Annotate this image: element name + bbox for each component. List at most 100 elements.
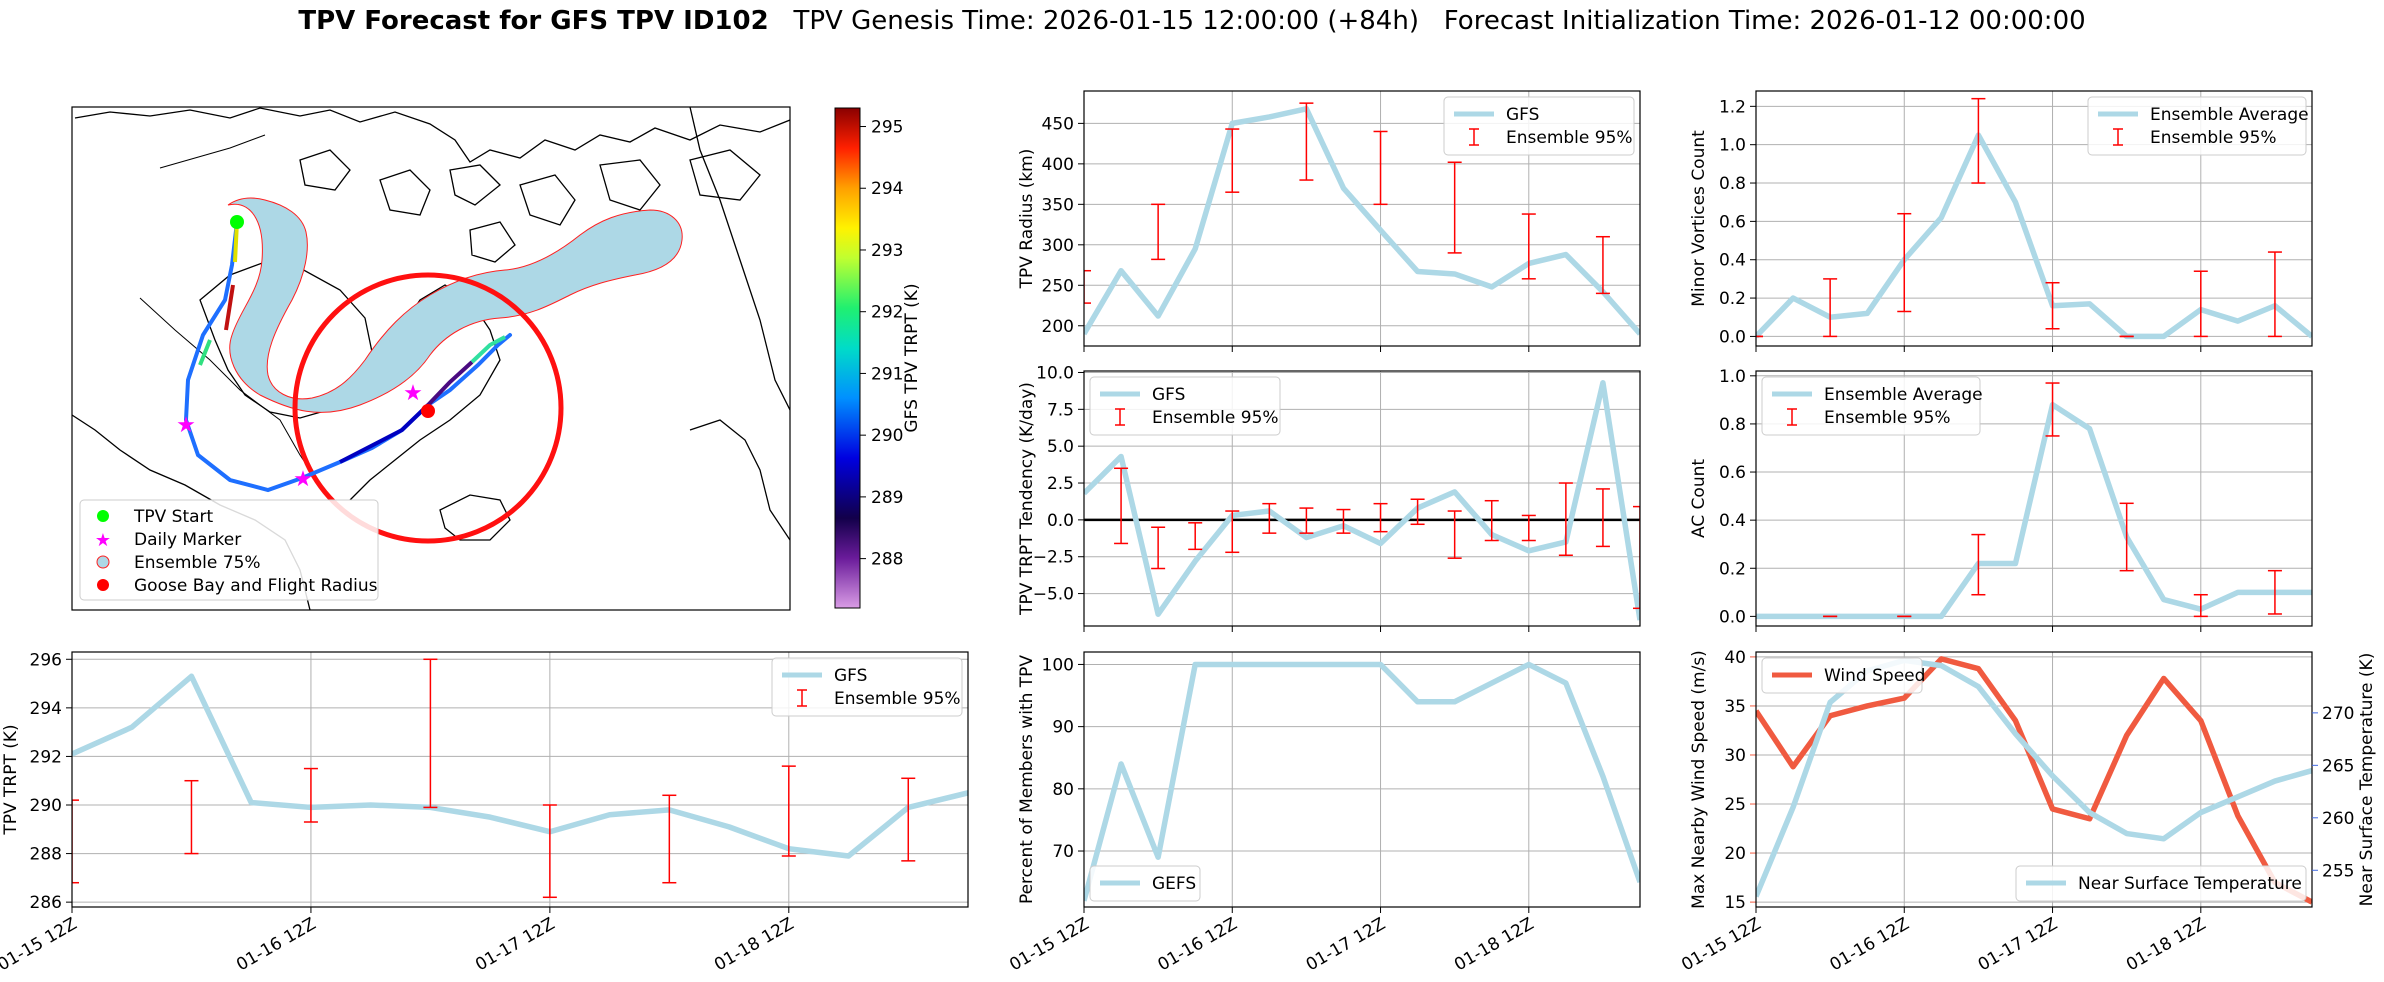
coastline-labrador [349, 284, 501, 501]
legend-daily-icon: ★ [95, 530, 111, 551]
colorbar-tick-label: 293 [871, 241, 903, 261]
ac-ytick-label: 0.0 [1719, 607, 1746, 627]
coastline-archipelago [299, 149, 761, 281]
map-legend-box [79, 499, 379, 601]
percent-legend-bl: GEFS [1089, 865, 1201, 902]
radius-plot-area [1084, 102, 1640, 336]
percent-plot-area [1084, 661, 1640, 902]
percent-frame [1083, 651, 1641, 908]
percent-ytick-label: 70 [1052, 842, 1074, 862]
wind-frame [1755, 651, 2313, 908]
radius-ytick-label: 200 [1042, 317, 1074, 337]
tendency-frame [1083, 370, 1641, 627]
coastline-europe [689, 419, 790, 541]
tendency-plot-area [1084, 380, 1640, 621]
radius-ylabel: TPV Radius (km) [1017, 149, 1037, 290]
tendency-ytick-label: −5.0 [1033, 585, 1074, 605]
wind-xtick-label: 01-17 12Z [1975, 914, 2061, 975]
ac-legend-box [1761, 376, 1981, 436]
radius-ytick-label: 250 [1042, 276, 1074, 296]
radius-legend-tr: GFS Ensemble 95% [1443, 96, 1635, 156]
percent-xtick-label: 01-16 12Z [1154, 914, 1240, 975]
tpv-start-marker [230, 215, 244, 229]
tendency-ylabel: TPV TRPT Tendency (K/day) [1017, 382, 1037, 616]
daily-marker-2: ★ [293, 467, 313, 492]
tendency-series-0-line [1084, 380, 1640, 621]
tpv-track-end-segment [470, 335, 506, 364]
figure-title: TPV Forecast for GFS TPV ID102 TPV Genes… [0, 6, 2384, 36]
minor-legend-box [2087, 96, 2307, 156]
wind-xtick-label: 01-15 12Z [1678, 914, 1764, 975]
colorbar-tick-label: 295 [871, 118, 903, 138]
daily-marker-3: ★ [403, 381, 423, 406]
tendency-ytick-label: 5.0 [1047, 437, 1074, 457]
minor-ytick-label: 0.6 [1719, 212, 1746, 232]
trpt-legend-label: GFS [834, 666, 867, 686]
minor-ylabel: Minor Vortices Count [1689, 130, 1709, 307]
tendency-ytick-label: 7.5 [1047, 400, 1074, 420]
wind-legend-label: Wind Speed [1824, 666, 1925, 686]
wind-series-0-line [1756, 656, 2312, 905]
ac-legend-label: Ensemble 95% [1824, 408, 1951, 428]
trpt-ytick-label: 286 [30, 893, 62, 913]
ac-ytick-label: 0.4 [1719, 511, 1746, 531]
coastline-north [74, 107, 790, 163]
wind-ytick-label: 35 [1724, 697, 1746, 717]
percent-legend-box [1089, 865, 1201, 902]
tpv-track-darkblue-segment [339, 403, 430, 464]
minor-ytick-label: 0.0 [1719, 327, 1746, 347]
trpt-ytick-label: 290 [30, 796, 62, 816]
trpt-plot-area [72, 658, 968, 899]
ac-legend-tl: Ensemble Average Ensemble 95% [1761, 376, 1983, 436]
map-panel: ★ ★ ★ TPV Start ★ Daily Marker Ensemble … [71, 106, 922, 611]
ac-ytick-label: 0.8 [1719, 415, 1746, 435]
trpt-ytick-label: 294 [30, 699, 62, 719]
minor-ytick-label: 0.4 [1719, 251, 1746, 271]
trpt-xtick-label: 01-18 12Z [711, 914, 797, 975]
minor-frame [1755, 90, 2313, 347]
minor-ytick-label: 0.2 [1719, 289, 1746, 309]
wind-xtick-label: 01-16 12Z [1826, 914, 1912, 975]
minor-ytick-label: 1.2 [1719, 97, 1746, 117]
wind-legend-label: Near Surface Temperature [2078, 874, 2302, 894]
wind-ytick-label: 20 [1724, 844, 1746, 864]
percent-xtick-label: 01-18 12Z [1451, 914, 1537, 975]
wind-xtick-label: 01-18 12Z [2123, 914, 2209, 975]
wind-legend-br: Near Surface Temperature [2015, 865, 2307, 902]
wind-panel: 15 20 25 30 35 40 Max Nearby Wind Speed (m/s) 2… [1678, 648, 2377, 975]
tendency-ytick-label: 2.5 [1047, 474, 1074, 494]
coastline-newfoundland [439, 494, 511, 541]
colorbar-gradient [834, 107, 861, 609]
percent-legend-label: GEFS [1152, 874, 1196, 894]
trpt-legend-label: Ensemble 95% [834, 689, 961, 709]
tendency-ytick-label: 10.0 [1036, 363, 1074, 383]
wind-ytick-label: 30 [1724, 746, 1746, 766]
figure-title-bold: TPV Forecast for GFS TPV ID102 [298, 6, 769, 36]
wind-ytick-label: 25 [1724, 795, 1746, 815]
wind-ytick-right-label: 255 [2322, 861, 2354, 881]
ac-legend-label: Ensemble Average [1824, 385, 1983, 405]
percent-ytick-label: 90 [1052, 718, 1074, 738]
trpt-frame [71, 651, 969, 908]
figure-title-init: Forecast Initialization Time: 2026-01-12… [1443, 6, 2086, 36]
legend-start-icon [97, 510, 109, 522]
figure-title-genesis: TPV Genesis Time: 2026-01-15 12:00:00 (+… [793, 6, 1419, 36]
radius-ytick-label: 350 [1042, 195, 1074, 215]
minor-plot-area [1756, 97, 2312, 340]
radius-legend-label: GFS [1506, 105, 1539, 125]
wind-ytick-right-label: 265 [2322, 756, 2354, 776]
tendency-ytick-label: 0.0 [1047, 511, 1074, 531]
radius-frame [1083, 90, 1641, 347]
trpt-ytick-label: 296 [30, 650, 62, 670]
ac-ylabel: AC Count [1689, 459, 1709, 538]
tpv-track-green-segment [198, 339, 212, 366]
radius-ytick-label: 400 [1042, 155, 1074, 175]
minor-ytick-label: 0.8 [1719, 174, 1746, 194]
colorbar-tick-label: 291 [871, 364, 903, 384]
coastline-greenland [689, 107, 790, 411]
colorbar-tick-label: 294 [871, 179, 903, 199]
tendency-legend-label: Ensemble 95% [1152, 408, 1279, 428]
